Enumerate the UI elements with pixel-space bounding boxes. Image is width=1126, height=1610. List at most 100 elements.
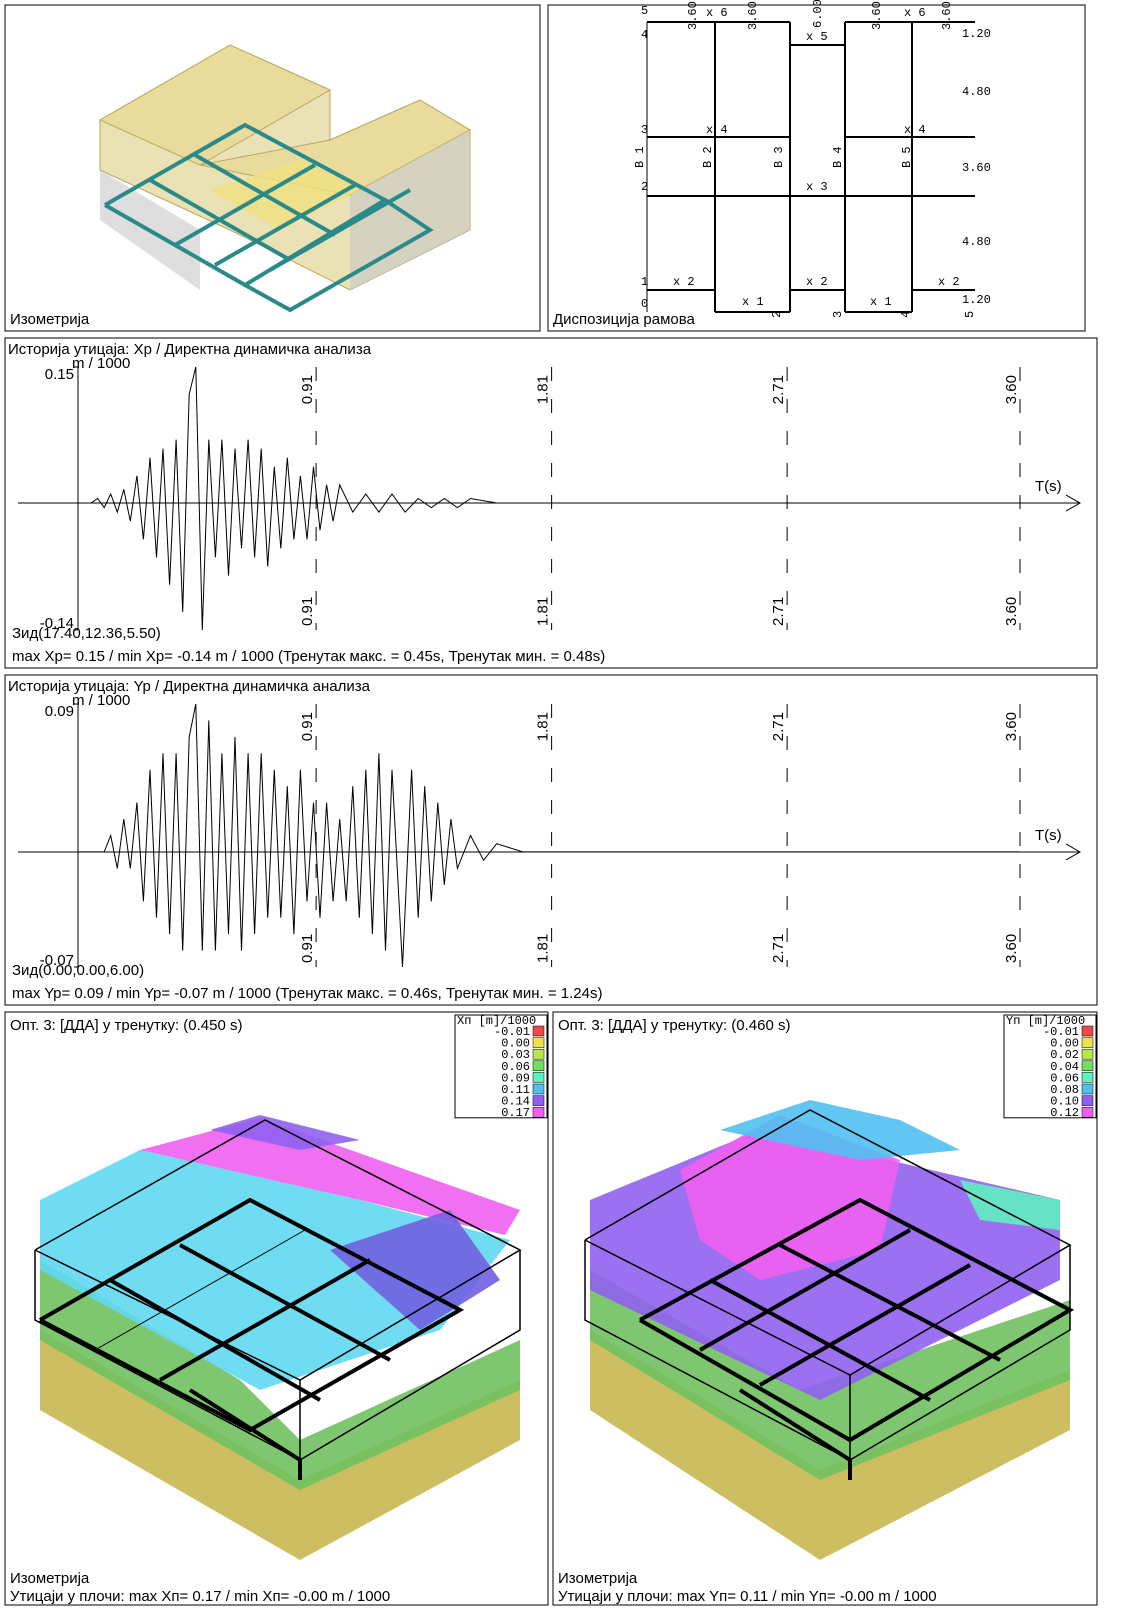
chart-title: Историја утицаја: Yp / Директна динамичк… — [8, 678, 371, 695]
panel-frame — [4, 1011, 549, 1606]
plan-label: 0 — [641, 297, 648, 311]
plan-label: x 2 — [938, 275, 960, 289]
x-tick-label: 3.60 — [1003, 375, 1020, 404]
plan-label: 3.60 — [962, 161, 991, 175]
x-tick-label: 2.71 — [770, 597, 787, 626]
legend-label: -0.01 — [1043, 1025, 1079, 1039]
x-tick-label: 1.81 — [535, 934, 552, 963]
legend-label: 0.09 — [501, 1071, 530, 1085]
panel-frame — [547, 4, 1086, 332]
x-axis-label: T(s) — [1035, 827, 1062, 844]
plan-label: 3 — [831, 311, 845, 318]
plan-label: 4 — [899, 311, 913, 318]
panel-frame — [4, 337, 1098, 669]
panel-summary: Утицаји у плочи: max Yп= 0.11 / min Yп= … — [558, 1588, 937, 1605]
x-tick-label: 3.60 — [1003, 712, 1020, 741]
plan-label: В 2 — [701, 146, 715, 168]
x-tick-label: 0.91 — [299, 597, 316, 626]
legend-swatch — [532, 1083, 545, 1095]
plan-label: 1.20 — [962, 27, 991, 41]
legend-label: 0.17 — [501, 1106, 530, 1120]
legend-label: 0.14 — [501, 1095, 530, 1109]
plan-lines — [646, 21, 975, 313]
plan-label: 3 — [641, 123, 648, 137]
panel-caption: Изометрија — [10, 311, 90, 328]
legend-label: 0.12 — [1050, 1106, 1079, 1120]
plan-label: 2 — [770, 311, 784, 318]
y-axis-label: m / 1000 — [72, 692, 130, 709]
contour-drawing — [40, 1115, 520, 1560]
contour-wireframe — [584, 1109, 1075, 1480]
legend-label: 0.11 — [501, 1083, 530, 1097]
plan-label: x 3 — [806, 180, 828, 194]
plan-label: x 6 — [904, 6, 926, 20]
x-axis-arrow — [1065, 843, 1082, 861]
legend-box — [1003, 1014, 1097, 1119]
plan-label: 2 — [641, 180, 648, 194]
legend-label: 0.02 — [1050, 1048, 1079, 1062]
y-tick-label: 0.09 — [45, 703, 74, 720]
plan-label: x 1 — [742, 295, 764, 309]
x-tick-label: 2.71 — [770, 375, 787, 404]
legend-label: 0.10 — [1050, 1095, 1079, 1109]
plan-label: 3.60 — [746, 1, 760, 30]
legend-swatch — [1081, 1060, 1094, 1072]
plan-label: x 2 — [673, 275, 695, 289]
location-label: Зид(0.00,0.00,6.00) — [12, 962, 144, 979]
plan-label: x 6 — [706, 6, 728, 20]
signal-line — [78, 366, 1020, 631]
legend-title: Xп [m]/1000 — [457, 1014, 536, 1028]
legend-label: 0.04 — [1050, 1060, 1079, 1074]
plan-label: x 4 — [706, 123, 728, 137]
legend-label: 0.06 — [501, 1060, 530, 1074]
legend-title: Yп [m]/1000 — [1006, 1014, 1085, 1028]
plan-label: 4.80 — [962, 235, 991, 249]
x-tick-label: 1.81 — [535, 375, 552, 404]
panel-frame — [4, 674, 1098, 1006]
legend-swatch — [1081, 1106, 1094, 1118]
legend-label: 0.08 — [1050, 1083, 1079, 1097]
y-axis-label: m / 1000 — [72, 355, 130, 372]
plan-label: 5 — [963, 311, 977, 318]
summary-label: max Yp= 0.09 / min Yp= -0.07 m / 1000 (Т… — [12, 985, 602, 1002]
location-label: Зид(17.40,12.36,5.50) — [12, 625, 161, 642]
legend-swatch — [1081, 1095, 1094, 1106]
plan-label: x 1 — [870, 295, 892, 309]
legend-label: 0.00 — [1050, 1037, 1079, 1051]
x-tick-label: 2.71 — [770, 934, 787, 963]
y-tick-label: 0.15 — [45, 366, 74, 383]
plan-label: 6.00 — [811, 0, 825, 28]
plan-label: В 1 — [633, 146, 647, 168]
legend-swatch — [1081, 1048, 1094, 1060]
legend-label: 0.00 — [501, 1037, 530, 1051]
x-tick-label: 0.91 — [299, 375, 316, 404]
plan-label: 1.20 — [962, 293, 991, 307]
plan-label: 3.60 — [686, 1, 700, 30]
iso-building — [98, 44, 472, 313]
panel-caption: Изометрија — [558, 1570, 638, 1587]
panel-caption: Диспозиција рамова — [553, 311, 696, 328]
legend-label: 0.06 — [1050, 1071, 1079, 1085]
legend-swatch — [532, 1072, 545, 1083]
x-tick-label: 3.60 — [1003, 934, 1020, 963]
plan-label: x 2 — [806, 275, 828, 289]
plan-label: x 5 — [806, 30, 828, 44]
contour-wireframe — [34, 1119, 522, 1480]
legend-swatch — [1081, 1072, 1094, 1083]
plan-label: В 3 — [772, 146, 786, 168]
plan-label: 5 — [641, 4, 648, 18]
legend-label: 0.03 — [501, 1048, 530, 1062]
plan-label: 3.60 — [870, 1, 884, 30]
chart-title: Историја утицаја: Xp / Директна динамичк… — [8, 341, 372, 358]
panel-title: Опт. 3: [ДДА] у тренутку: (0.450 s) — [10, 1017, 242, 1034]
plan-label: 4.80 — [962, 85, 991, 99]
panel-frame — [4, 4, 541, 332]
legend-box — [454, 1014, 548, 1119]
x-tick-label: 0.91 — [299, 934, 316, 963]
legend-swatch — [532, 1048, 545, 1060]
legend-swatch — [1081, 1083, 1094, 1095]
x-tick-label: 2.71 — [770, 712, 787, 741]
plan-label: 3.60 — [940, 1, 954, 30]
x-axis-label: T(s) — [1035, 478, 1062, 495]
